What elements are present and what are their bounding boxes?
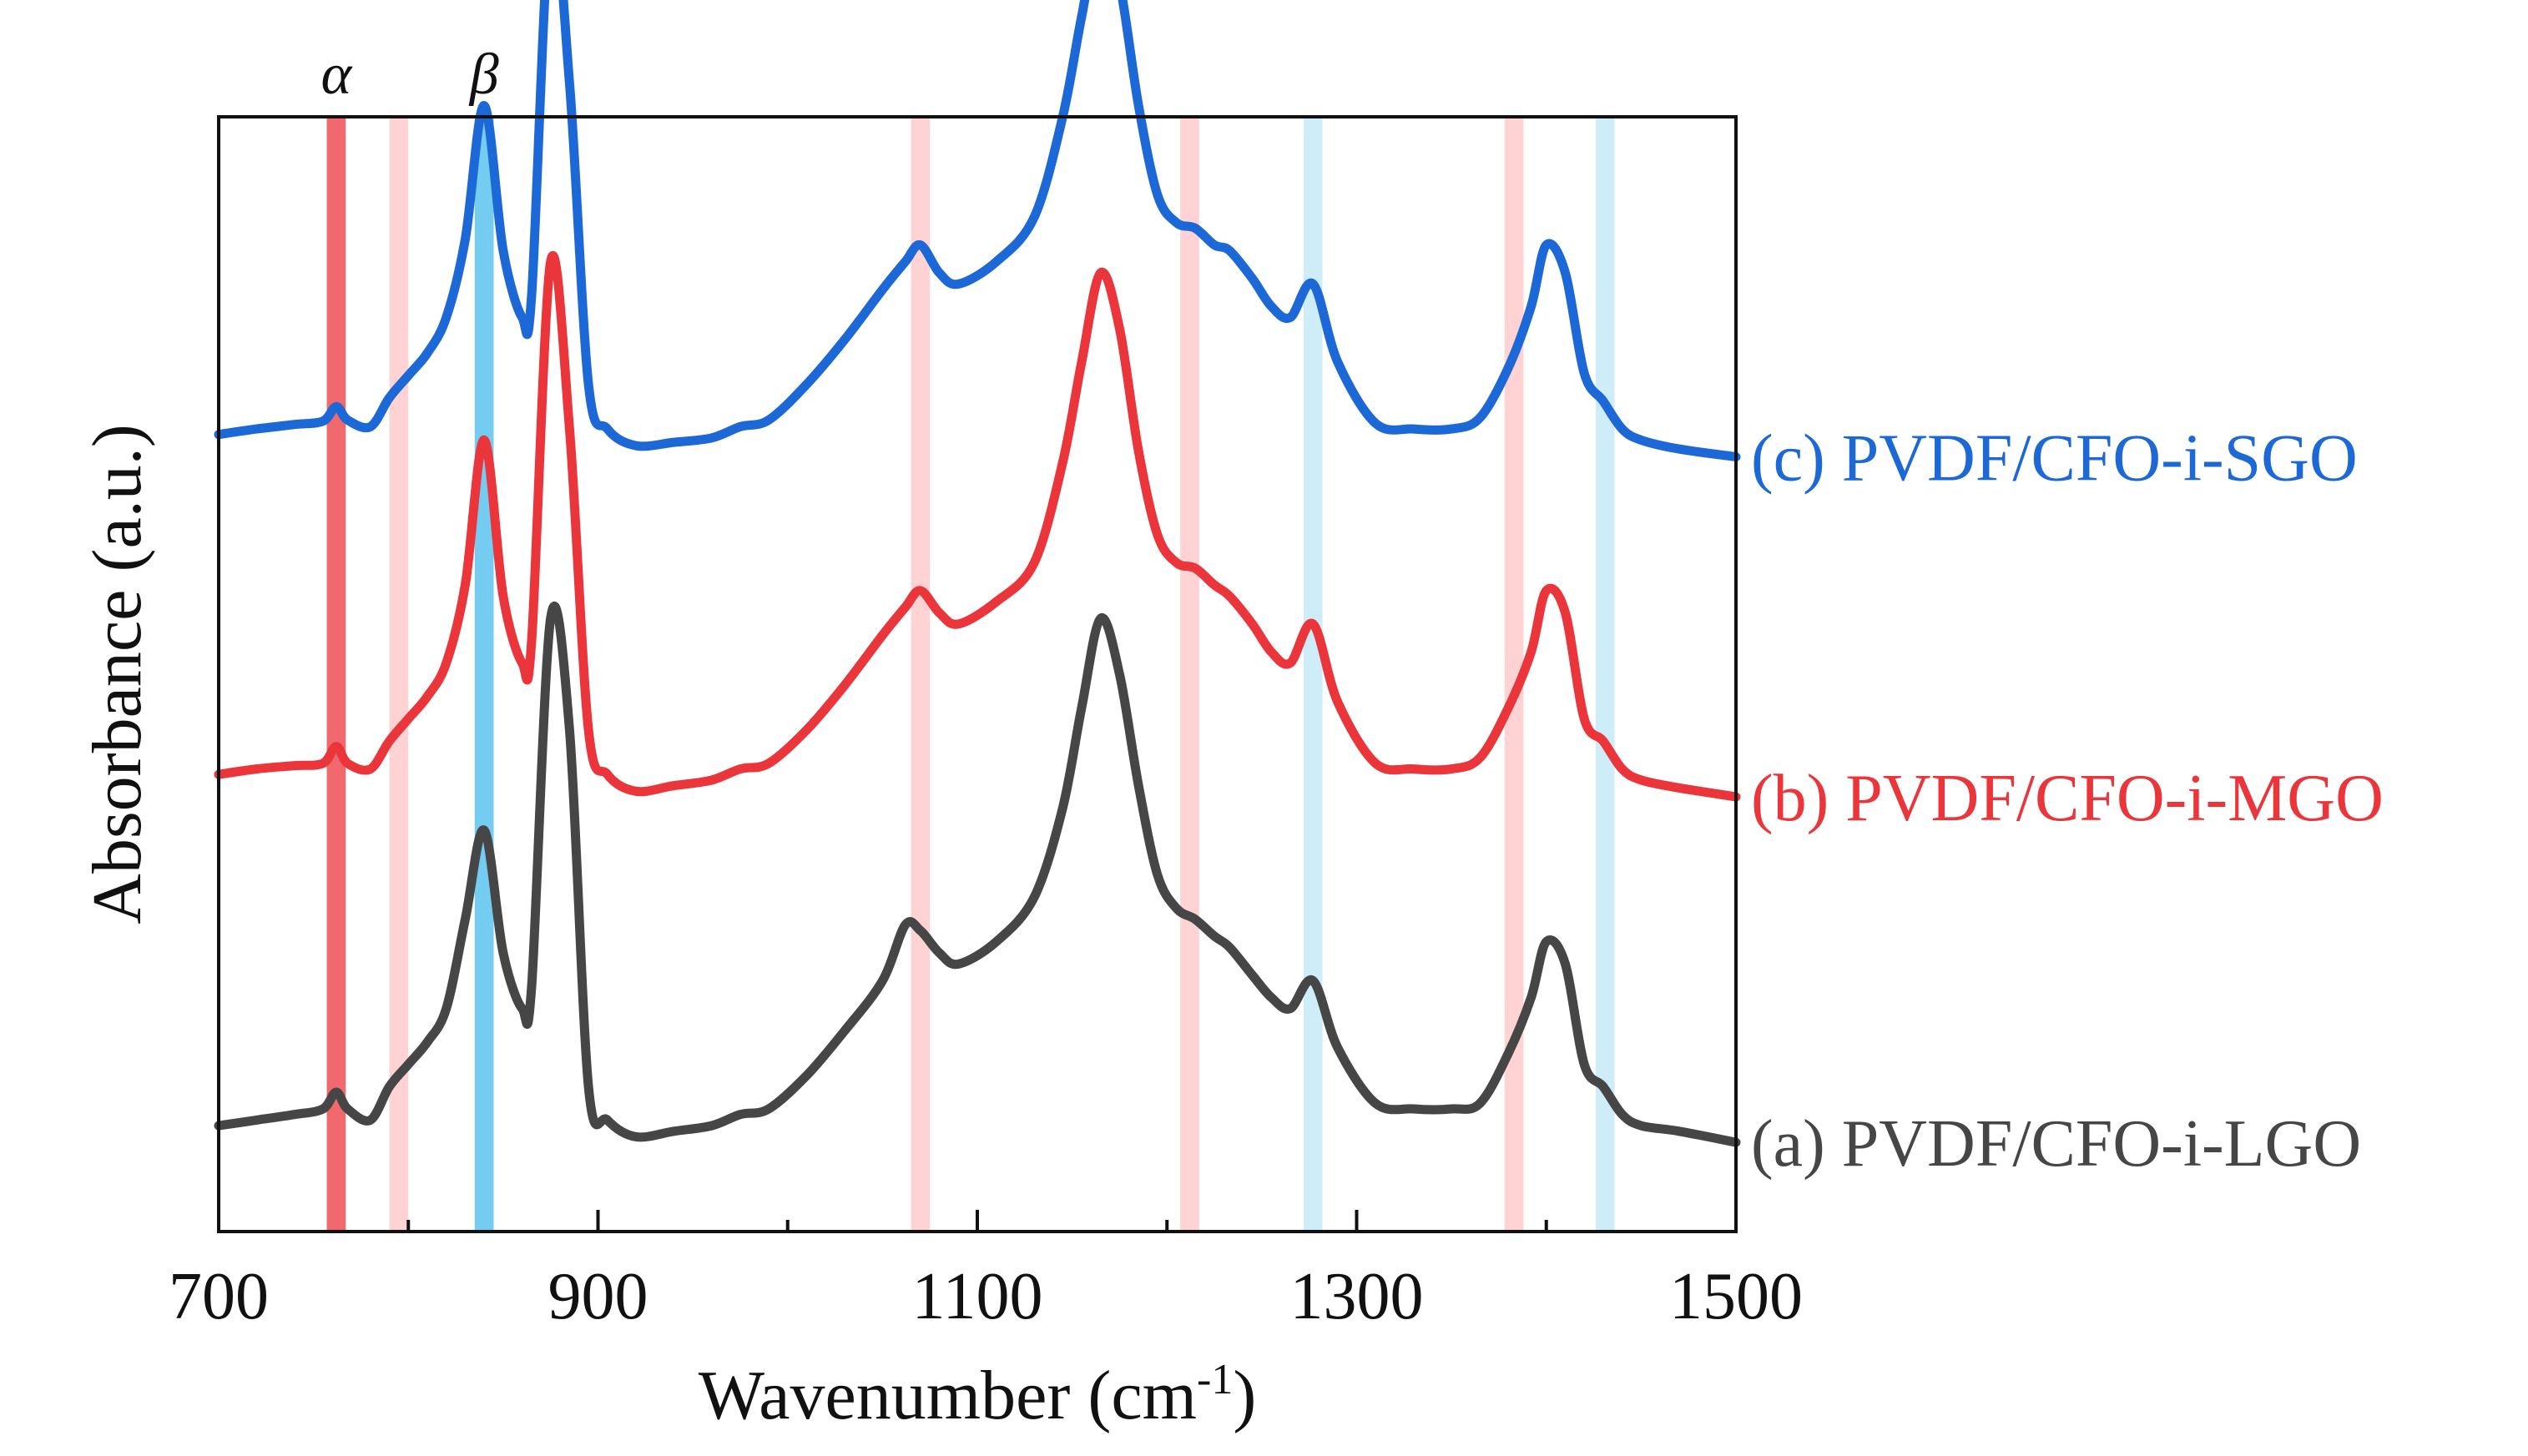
alpha-band-762: [326, 117, 346, 1232]
series-label-1: (a) PVDF/CFO-i-LGO: [1751, 1107, 2361, 1181]
series-line-2: [214, 250, 1741, 802]
series-line-1: [214, 602, 1741, 1147]
beta-band-1431: [1595, 117, 1615, 1232]
x-tick-label-1500: 1500: [1669, 1260, 1803, 1333]
series-lines: [214, 0, 1741, 1147]
x-tick-label-1300: 1300: [1290, 1260, 1424, 1333]
beta-band-1277: [1303, 117, 1323, 1232]
y-axis-title: Absorbance (a.u.): [78, 424, 156, 924]
phase-annotation-alpha: α: [321, 43, 353, 107]
x-tick-label-900: 900: [548, 1260, 648, 1333]
alpha-band-1383: [1504, 117, 1524, 1232]
beta-band-840: [474, 117, 494, 1232]
x-tick-label-1100: 1100: [911, 1260, 1042, 1333]
alpha-band-1070: [911, 117, 931, 1232]
series-line-3: [214, 0, 1741, 461]
x-axis-ticks: 700 900 1100 1300 1500: [169, 1210, 1803, 1333]
alpha-band-1212: [1180, 117, 1199, 1232]
series-labels: (a) PVDF/CFO-i-LGO (b) PVDF/CFO-i-MGO (c) …: [1751, 421, 2384, 1181]
series-label-2: (b) PVDF/CFO-i-MGO: [1751, 762, 2384, 835]
series-label-3: (c) PVDF/CFO-i-SGO: [1751, 421, 2358, 495]
x-tick-label-700: 700: [169, 1260, 269, 1333]
x-axis-title: Wavenumber (cm-1): [699, 1356, 1257, 1434]
phase-annotation-beta: β: [468, 43, 499, 107]
